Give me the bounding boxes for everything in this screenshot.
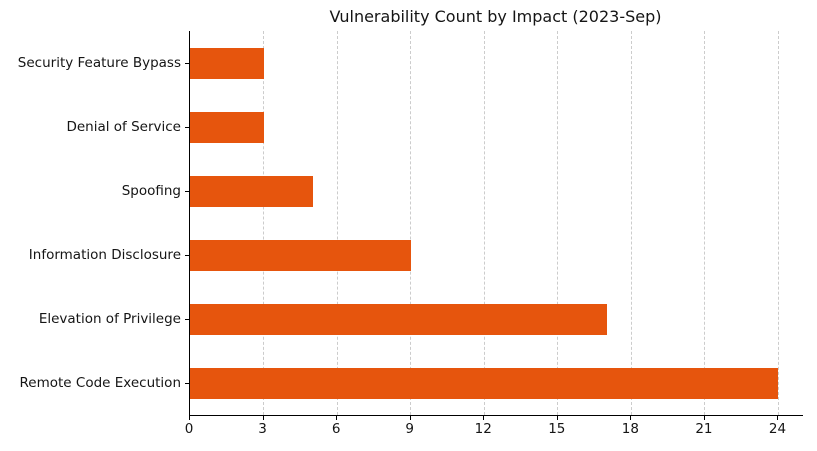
bar-security-feature-bypass (190, 47, 264, 79)
y-tick-mark (185, 318, 189, 320)
y-tick-mark (185, 126, 189, 128)
x-tick-label: 9 (405, 421, 414, 437)
chart-title: Vulnerability Count by Impact (2023-Sep) (329, 7, 662, 26)
bar-elevation-of-privilege (190, 303, 607, 335)
gridline-x-24 (777, 31, 779, 415)
x-tick-mark (556, 416, 558, 420)
x-tick-mark (777, 416, 779, 420)
x-tick-mark (262, 416, 264, 420)
gridline-x-9 (410, 31, 412, 415)
gridline-x-21 (704, 31, 706, 415)
x-tick-label: 6 (331, 421, 341, 437)
bar-denial-of-service (190, 111, 264, 143)
y-tick-label: Elevation of Privilege (38, 311, 181, 327)
y-tick-mark (185, 190, 189, 192)
x-tick-mark (703, 416, 705, 420)
y-tick-label: Security Feature Bypass (17, 55, 181, 71)
y-tick-mark (185, 382, 189, 384)
y-tick-mark (185, 254, 189, 256)
x-tick-label: 3 (258, 421, 267, 437)
x-tick-label: 21 (695, 421, 713, 437)
bar-remote-code-execution (190, 367, 779, 399)
y-tick-label: Information Disclosure (28, 247, 181, 263)
y-tick-mark (185, 62, 189, 64)
x-tick-label: 12 (474, 421, 492, 437)
x-tick-mark (630, 416, 632, 420)
x-tick-mark (189, 416, 190, 420)
x-tick-mark (336, 416, 338, 420)
gridline-x-3 (263, 31, 265, 415)
x-tick-label: 24 (768, 421, 787, 437)
x-tick-label: 18 (621, 421, 639, 437)
y-tick-label: Denial of Service (66, 119, 181, 135)
plot-area (189, 31, 803, 416)
y-tick-label: Remote Code Execution (19, 375, 181, 391)
x-tick-mark (409, 416, 411, 420)
y-tick-label: Spoofing (121, 183, 181, 199)
bar-information-disclosure (190, 239, 411, 271)
x-tick-label: 15 (548, 421, 566, 437)
x-tick-label: 0 (184, 421, 194, 437)
gridline-x-15 (557, 31, 559, 415)
gridline-x-6 (336, 31, 338, 415)
gridline-x-18 (630, 31, 632, 415)
bar-spoofing (190, 175, 313, 207)
gridline-x-12 (483, 31, 485, 415)
x-tick-mark (483, 416, 485, 420)
